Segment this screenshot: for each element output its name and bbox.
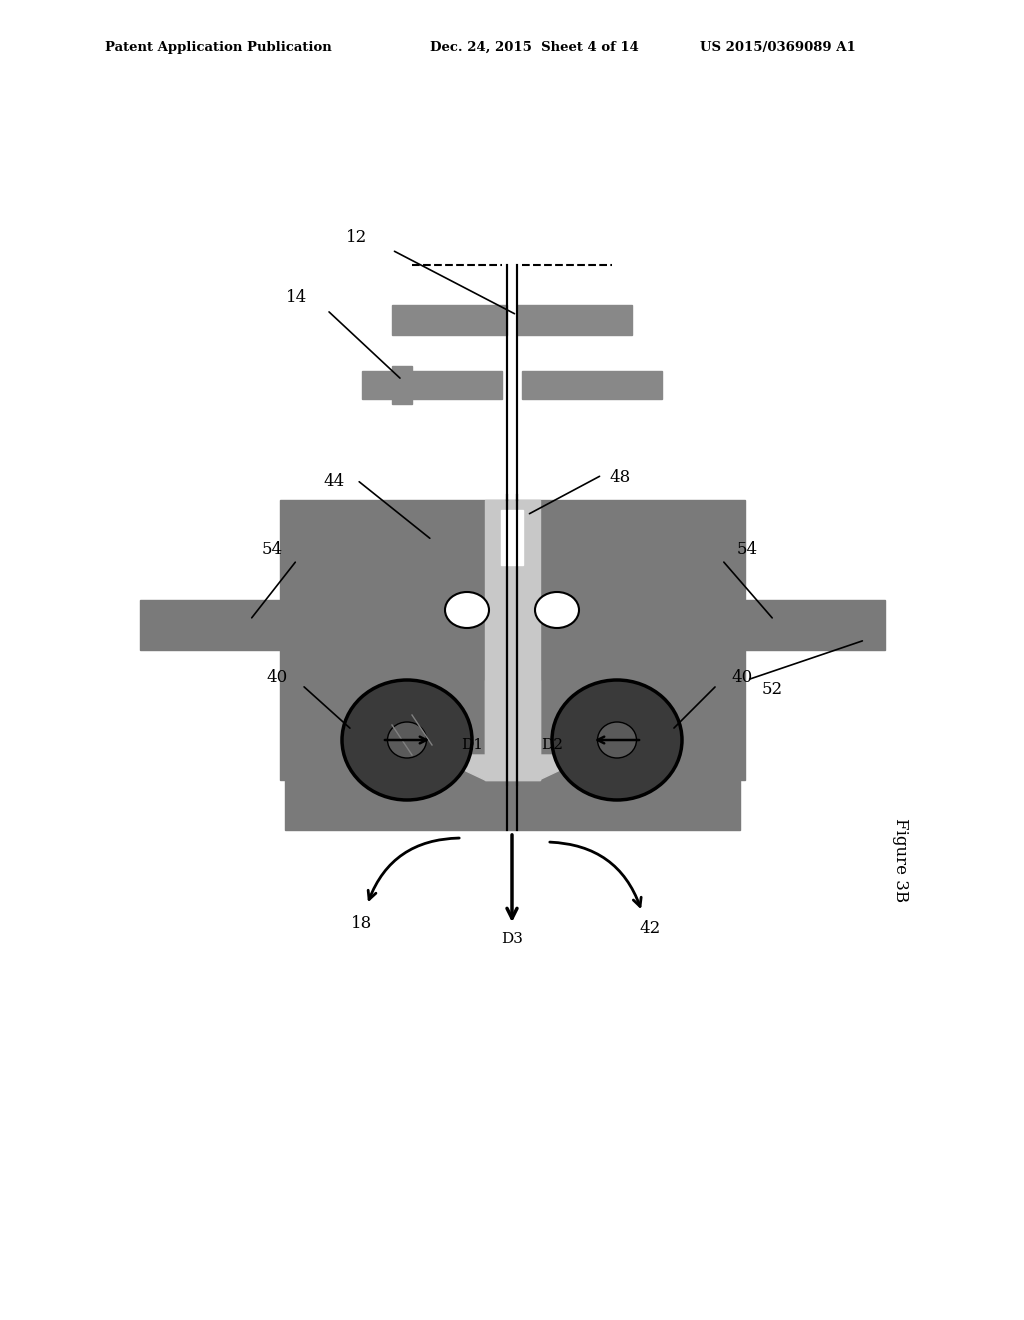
Bar bbox=[485, 500, 540, 780]
Ellipse shape bbox=[597, 722, 637, 758]
Bar bbox=[392, 366, 412, 404]
Text: 54: 54 bbox=[736, 541, 758, 558]
Bar bbox=[517, 305, 632, 335]
Text: 44: 44 bbox=[324, 474, 345, 491]
Text: D3: D3 bbox=[501, 932, 523, 946]
Text: US 2015/0369089 A1: US 2015/0369089 A1 bbox=[700, 41, 856, 54]
Text: 40: 40 bbox=[266, 668, 288, 685]
Text: Figure 3B: Figure 3B bbox=[892, 818, 908, 902]
Ellipse shape bbox=[552, 680, 682, 800]
Text: D2: D2 bbox=[541, 738, 563, 752]
Text: Dec. 24, 2015  Sheet 4 of 14: Dec. 24, 2015 Sheet 4 of 14 bbox=[430, 41, 639, 54]
Text: 18: 18 bbox=[351, 915, 373, 932]
Ellipse shape bbox=[535, 591, 579, 628]
Text: 54: 54 bbox=[261, 541, 283, 558]
Text: 52: 52 bbox=[762, 681, 782, 698]
Bar bbox=[140, 601, 280, 649]
Text: 12: 12 bbox=[346, 230, 368, 247]
Text: 48: 48 bbox=[609, 470, 631, 487]
Ellipse shape bbox=[342, 680, 472, 800]
Bar bbox=[280, 500, 745, 780]
Text: D1: D1 bbox=[461, 738, 483, 752]
Bar bbox=[285, 780, 740, 830]
Text: 40: 40 bbox=[731, 668, 753, 685]
Ellipse shape bbox=[445, 591, 489, 628]
Bar bbox=[522, 371, 662, 399]
Text: 42: 42 bbox=[639, 920, 660, 937]
Text: 14: 14 bbox=[287, 289, 307, 305]
Bar bbox=[362, 371, 502, 399]
Polygon shape bbox=[432, 755, 592, 780]
Bar bbox=[392, 305, 507, 335]
Bar bbox=[485, 680, 540, 780]
Text: Patent Application Publication: Patent Application Publication bbox=[105, 41, 332, 54]
Ellipse shape bbox=[387, 722, 427, 758]
Bar bbox=[501, 510, 523, 565]
Bar bbox=[745, 601, 885, 649]
